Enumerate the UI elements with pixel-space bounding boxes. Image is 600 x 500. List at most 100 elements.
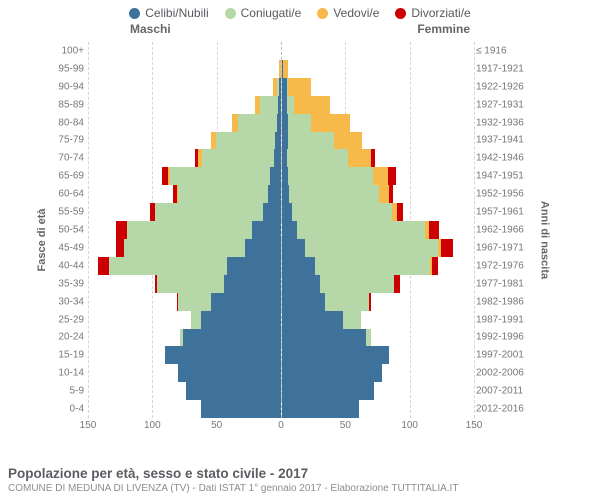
age-tick: 45-49: [48, 242, 84, 253]
seg-celibi: [211, 293, 280, 311]
birth-tick: 1972-1976: [476, 260, 532, 271]
seg-divorz: [397, 203, 403, 221]
bar-female: [281, 257, 475, 275]
seg-coniug: [260, 96, 278, 114]
legend-item-divorz: Divorziati/e: [395, 6, 470, 20]
bar-female: [281, 149, 475, 167]
seg-divorz: [388, 167, 396, 185]
pyramid-row: 95-991917-1921: [88, 60, 474, 78]
seg-coniug: [320, 275, 394, 293]
pyramid-row: 5-92007-2011: [88, 382, 474, 400]
age-tick: 80-84: [48, 117, 84, 128]
age-tick: 15-19: [48, 350, 84, 361]
legend-label: Coniugati/e: [241, 6, 302, 20]
age-tick: 5-9: [48, 386, 84, 397]
seg-coniug: [288, 132, 334, 150]
seg-divorz: [116, 221, 126, 239]
seg-celibi: [282, 311, 344, 329]
seg-coniug: [292, 203, 392, 221]
seg-coniug: [178, 293, 211, 311]
pyramid-row: 85-891927-1931: [88, 96, 474, 114]
birth-tick: 1932-1936: [476, 117, 532, 128]
chart-title: Popolazione per età, sesso e stato civil…: [8, 466, 592, 481]
birth-tick: 1937-1941: [476, 135, 532, 146]
pyramid-row: 55-591957-1961: [88, 203, 474, 221]
bar-male: [88, 311, 281, 329]
age-tick: 90-94: [48, 81, 84, 92]
pyramid-row: 40-441972-1976: [88, 257, 474, 275]
legend-swatch-divorz: [395, 8, 406, 19]
birth-tick: 1952-1956: [476, 189, 532, 200]
pyramid-row: 70-741942-1946: [88, 149, 474, 167]
age-tick: 50-54: [48, 225, 84, 236]
seg-celibi: [282, 382, 374, 400]
seg-vedovi: [294, 96, 330, 114]
bar-female: [281, 364, 475, 382]
bar-male: [88, 293, 281, 311]
y-left-axis-label: Fasce di età: [36, 209, 48, 272]
seg-divorz: [429, 221, 439, 239]
seg-coniug: [191, 311, 201, 329]
pyramid-row: 50-541962-1966: [88, 221, 474, 239]
age-tick: 0-4: [48, 404, 84, 415]
x-tick: 50: [211, 420, 222, 431]
seg-vedovi: [373, 167, 388, 185]
bar-male: [88, 60, 281, 78]
pyramid-row: 25-291987-1991: [88, 311, 474, 329]
seg-coniug: [216, 132, 275, 150]
seg-divorz: [441, 239, 454, 257]
age-tick: 55-59: [48, 207, 84, 218]
bar-female: [281, 185, 475, 203]
bar-male: [88, 149, 281, 167]
seg-coniug: [343, 311, 361, 329]
seg-coniug: [178, 185, 268, 203]
seg-celibi: [224, 275, 280, 293]
legend-swatch-coniug: [225, 8, 236, 19]
pyramid-row: 30-341982-1986: [88, 293, 474, 311]
birth-tick: 1917-1921: [476, 63, 532, 74]
seg-celibi: [178, 364, 281, 382]
pyramid-rows: 100+≤ 191695-991917-192190-941922-192685…: [88, 42, 474, 418]
pyramid-row: 80-841932-1936: [88, 114, 474, 132]
bar-female: [281, 132, 475, 150]
bar-male: [88, 114, 281, 132]
seg-celibi: [252, 221, 280, 239]
seg-vedovi: [311, 114, 350, 132]
bar-male: [88, 132, 281, 150]
age-tick: 60-64: [48, 189, 84, 200]
seg-celibi: [282, 203, 292, 221]
birth-tick: 2002-2006: [476, 368, 532, 379]
seg-celibi: [268, 185, 281, 203]
age-tick: 10-14: [48, 368, 84, 379]
seg-celibi: [282, 293, 326, 311]
bar-female: [281, 275, 475, 293]
age-tick: 25-29: [48, 314, 84, 325]
bar-male: [88, 346, 281, 364]
seg-divorz: [98, 257, 108, 275]
birth-tick: 1927-1931: [476, 99, 532, 110]
seg-coniug: [366, 329, 371, 347]
legend-item-coniug: Coniugati/e: [225, 6, 302, 20]
x-tick: 150: [80, 420, 97, 431]
birth-tick: 2007-2011: [476, 386, 532, 397]
seg-celibi: [282, 364, 382, 382]
seg-celibi: [201, 311, 281, 329]
birth-tick: 1947-1951: [476, 171, 532, 182]
age-tick: 70-74: [48, 153, 84, 164]
chart-subtitle: COMUNE DI MEDUNA DI LIVENZA (TV) - Dati …: [8, 483, 592, 494]
seg-celibi: [245, 239, 281, 257]
seg-divorz: [116, 239, 124, 257]
bar-male: [88, 78, 281, 96]
bar-male: [88, 257, 281, 275]
seg-celibi: [183, 329, 281, 347]
age-tick: 75-79: [48, 135, 84, 146]
seg-coniug: [124, 239, 245, 257]
bar-male: [88, 185, 281, 203]
legend: Celibi/Nubili Coniugati/e Vedovi/e Divor…: [0, 0, 600, 20]
age-tick: 100+: [48, 45, 84, 56]
seg-celibi: [282, 221, 297, 239]
seg-coniug: [289, 185, 379, 203]
seg-vedovi: [379, 185, 389, 203]
seg-coniug: [287, 96, 295, 114]
seg-celibi: [227, 257, 281, 275]
